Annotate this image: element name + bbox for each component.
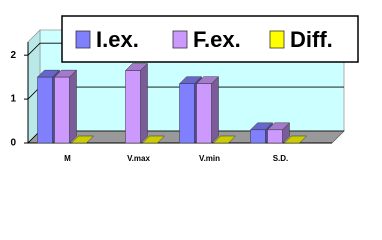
bar-side <box>69 69 77 144</box>
bar-side <box>211 76 219 144</box>
legend-label: I.ex. <box>96 27 139 52</box>
bar-side <box>140 62 148 144</box>
bar <box>267 129 283 144</box>
legend-swatch <box>75 30 91 49</box>
bar-top <box>212 135 237 144</box>
bar-group <box>53 69 78 144</box>
y-tick-label: 1 <box>10 94 16 105</box>
legend-swatch <box>269 30 285 49</box>
legend-box <box>61 15 359 63</box>
bar-top <box>141 135 166 144</box>
bar <box>37 76 53 144</box>
bar-group <box>141 135 166 144</box>
bar <box>250 129 266 144</box>
bar-group <box>212 135 237 144</box>
chart: 0 1 2 M V.max V.min S.D. I.ex. F.ex. Diff. <box>10 15 359 163</box>
legend-label: F.ex. <box>193 27 241 52</box>
bar <box>179 83 195 144</box>
bar-group <box>283 135 308 144</box>
x-tick-label: S.D. <box>273 154 289 163</box>
x-tick-label: V.min <box>199 154 220 163</box>
x-tick-label: V.max <box>127 154 150 163</box>
bar-group <box>195 76 220 144</box>
bar-group <box>124 62 149 144</box>
legend-swatch <box>172 30 188 49</box>
y-tick-label: 0 <box>10 138 16 149</box>
y-tick-label: 2 <box>10 50 16 61</box>
bar-group <box>70 135 95 144</box>
bar-top <box>70 135 95 144</box>
bar <box>125 70 141 144</box>
x-tick-label: M <box>64 154 71 163</box>
bar-top <box>283 135 308 144</box>
bar <box>54 76 70 144</box>
bar-group <box>266 122 291 144</box>
bar <box>196 83 212 144</box>
legend-label: Diff. <box>290 27 333 52</box>
